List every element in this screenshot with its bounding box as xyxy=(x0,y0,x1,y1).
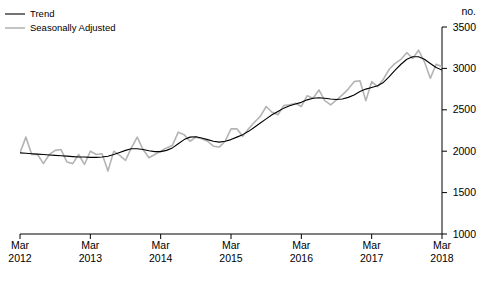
x-tick-label-part: 2015 xyxy=(219,252,243,264)
x-tick-label-part: Mar xyxy=(363,239,382,251)
y-tick xyxy=(442,192,447,193)
y-tick xyxy=(442,234,447,235)
x-tick-label-part: 2018 xyxy=(430,252,454,264)
x-tick-label: Mar2012 xyxy=(8,239,32,264)
y-axis-label: no. xyxy=(461,5,476,17)
y-tick xyxy=(442,151,447,152)
y-tick-label: 2000 xyxy=(453,145,477,157)
legend-label: Seasonally Adjusted xyxy=(30,22,116,33)
x-tick-label-part: Mar xyxy=(222,239,241,251)
x-tick-label-part: Mar xyxy=(11,239,30,251)
y-tick-label: 2500 xyxy=(453,103,477,115)
x-tick-label-part: Mar xyxy=(292,239,311,251)
series-group xyxy=(20,50,442,171)
y-tick-label: 3000 xyxy=(453,62,477,74)
y-tick xyxy=(442,109,447,110)
legend-swatch xyxy=(5,13,25,14)
x-tick-label-part: Mar xyxy=(433,239,452,251)
legend-swatch xyxy=(5,27,25,29)
series-line xyxy=(20,50,442,171)
x-tick-label-part: 2012 xyxy=(8,252,32,264)
x-tick-label-part: 2014 xyxy=(149,252,173,264)
x-tick-label-part: 2017 xyxy=(360,252,384,264)
legend-label: Trend xyxy=(30,8,54,19)
y-tick-label: 3500 xyxy=(453,21,477,33)
y-tick xyxy=(442,27,447,28)
y-tick-label: 1000 xyxy=(453,228,477,240)
x-tick-label: Mar2017 xyxy=(360,239,384,264)
series-line xyxy=(20,57,442,158)
x-tick-label: Mar2018 xyxy=(430,239,454,264)
y-tick-label: 1500 xyxy=(453,186,477,198)
y-axis xyxy=(442,27,443,234)
x-tick-label: Mar2014 xyxy=(149,239,173,264)
x-tick-label-part: Mar xyxy=(81,239,100,251)
y-tick xyxy=(442,68,447,69)
x-tick-label-part: Mar xyxy=(152,239,171,251)
chart: 100015002000250030003500no.Mar2012Mar201… xyxy=(0,0,496,284)
x-tick-label: Mar2016 xyxy=(290,239,314,264)
x-tick-label-part: 2013 xyxy=(79,252,103,264)
x-tick-label: Mar2013 xyxy=(79,239,103,264)
x-tick-label: Mar2015 xyxy=(219,239,243,264)
x-tick-label-part: 2016 xyxy=(290,252,314,264)
